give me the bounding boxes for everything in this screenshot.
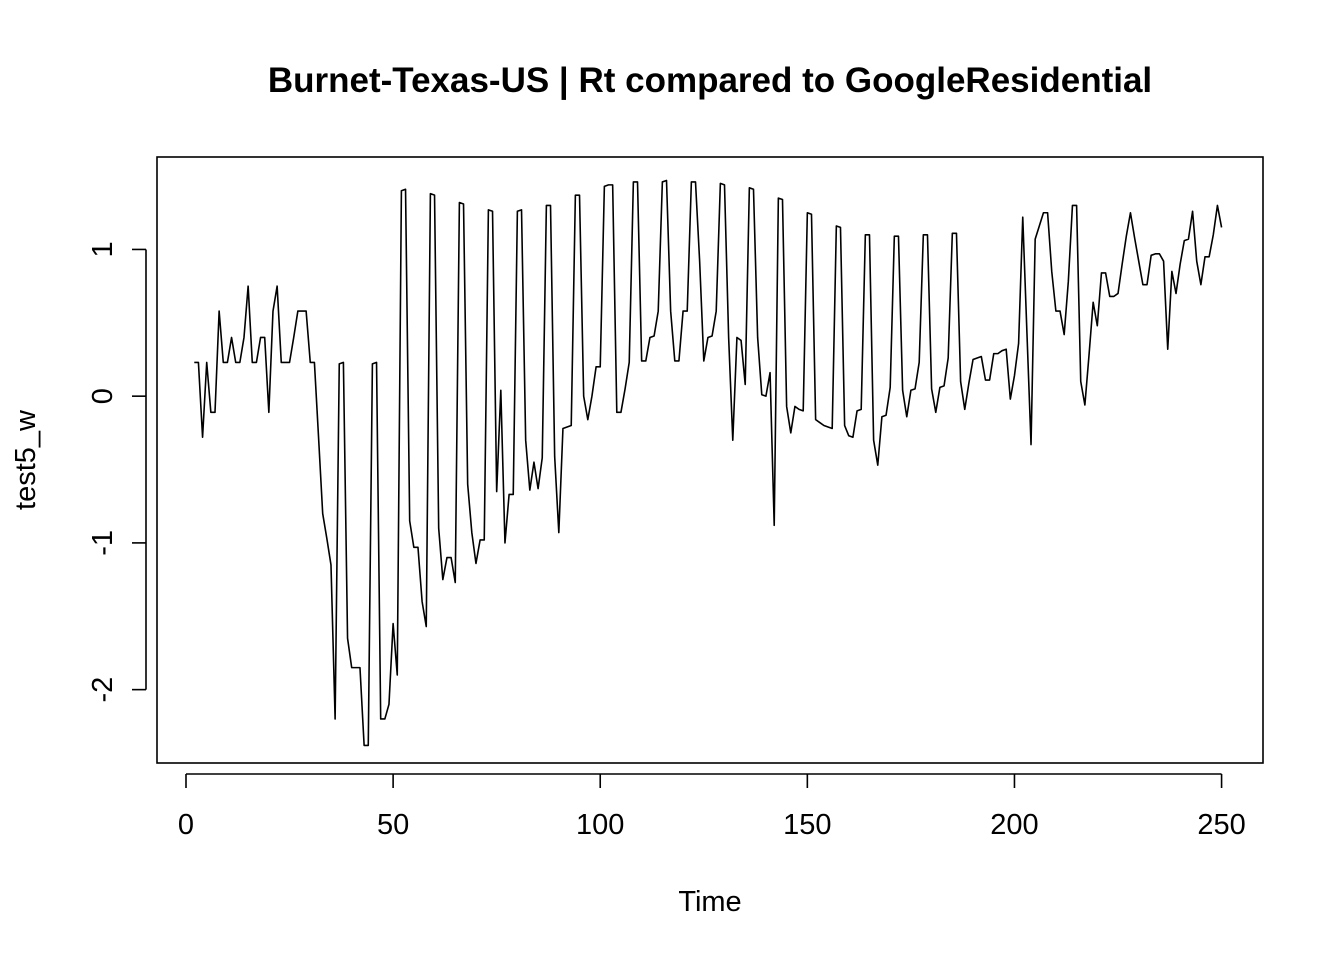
- y-axis: -2 -1 0 1: [87, 241, 147, 703]
- x-axis: 0 50 100 150 200 250: [178, 773, 1246, 841]
- y-tick-label: 1: [87, 241, 119, 257]
- x-tick-label: 250: [1197, 809, 1245, 841]
- y-axis-label: test5_w: [10, 409, 42, 510]
- chart-title: Burnet-Texas-US | Rt compared to GoogleR…: [268, 61, 1152, 100]
- x-tick-label: 150: [783, 809, 831, 841]
- x-tick-label: 0: [178, 809, 194, 841]
- x-axis-label: Time: [678, 886, 741, 918]
- y-tick-label: -2: [87, 677, 119, 703]
- y-tick-label: -1: [87, 530, 119, 556]
- y-tick-label: 0: [87, 388, 119, 404]
- series-line: [194, 179, 1223, 747]
- plot-frame: [156, 156, 1264, 764]
- x-tick-label: 200: [990, 809, 1038, 841]
- x-tick-label: 100: [576, 809, 624, 841]
- x-tick-label: 50: [377, 809, 409, 841]
